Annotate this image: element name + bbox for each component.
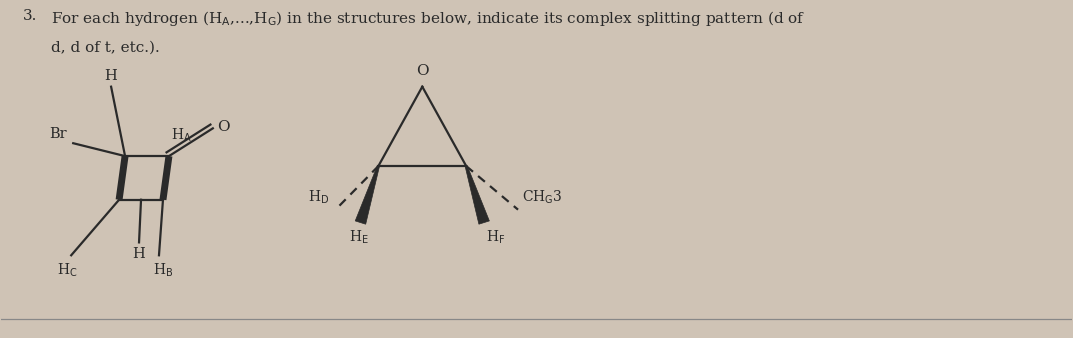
Text: H: H <box>105 69 117 83</box>
Text: H$_\mathrm{F}$: H$_\mathrm{F}$ <box>486 228 505 246</box>
Polygon shape <box>355 166 380 224</box>
Text: H$_\mathrm{B}$: H$_\mathrm{B}$ <box>152 261 173 279</box>
Text: CH$_\mathrm{G}$3: CH$_\mathrm{G}$3 <box>523 188 562 206</box>
Text: d, d of t, etc.).: d, d of t, etc.). <box>52 41 160 55</box>
Text: 3.: 3. <box>24 9 38 23</box>
Text: H$_\mathrm{E}$: H$_\mathrm{E}$ <box>349 228 368 246</box>
Text: H$_\mathrm{C}$: H$_\mathrm{C}$ <box>57 261 77 279</box>
Text: O: O <box>217 120 230 134</box>
Text: For each hydrogen (H$_{\mathrm{A}}$,...,H$_{\mathrm{G}}$) in the structures belo: For each hydrogen (H$_{\mathrm{A}}$,...,… <box>52 9 806 28</box>
Text: H$_\mathrm{D}$: H$_\mathrm{D}$ <box>308 188 329 206</box>
Text: O: O <box>416 64 428 78</box>
Text: Br: Br <box>49 127 68 141</box>
Polygon shape <box>465 166 489 224</box>
Text: H: H <box>133 247 146 261</box>
Text: H$_\mathrm{A}$: H$_\mathrm{A}$ <box>171 127 192 144</box>
